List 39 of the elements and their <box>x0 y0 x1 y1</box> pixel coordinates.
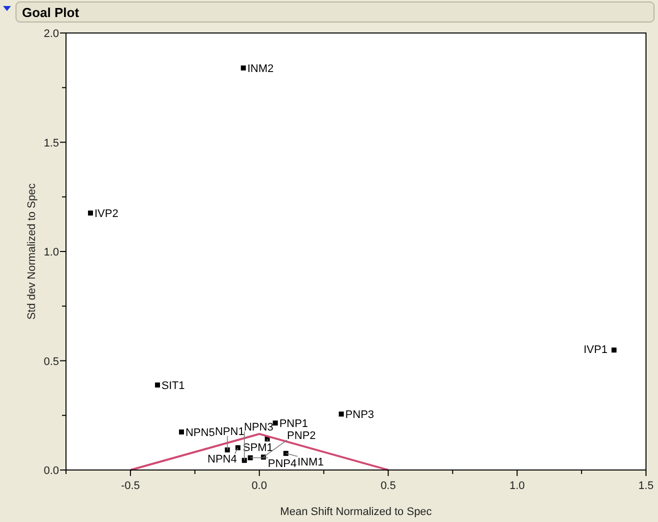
annotation: IVP1 <box>584 344 608 356</box>
x-tick-label: -0.5 <box>120 480 140 492</box>
y-tick-label: 0.0 <box>44 465 59 477</box>
point <box>235 445 240 450</box>
point <box>240 65 246 70</box>
point <box>224 447 230 452</box>
x-tick-label: 1.5 <box>638 480 654 492</box>
y-axis-title: Std dev Normalized to Spec <box>26 182 38 320</box>
point <box>88 210 93 216</box>
point <box>155 382 160 388</box>
annotation: PNP3 <box>345 409 374 422</box>
point <box>178 429 184 434</box>
annotation: PNP1 <box>279 418 308 430</box>
x-tick-label: 1.0 <box>509 480 525 492</box>
point <box>612 348 617 353</box>
x-axis-title: Mean Shift Normalized to Spec <box>280 506 432 518</box>
y-tick-label: 1.0 <box>44 246 59 258</box>
annotation: NPN3 <box>244 421 274 434</box>
point <box>272 420 278 426</box>
y-tick-label: 0.5 <box>44 356 59 368</box>
x-tick-label: 0.5 <box>380 480 396 492</box>
point <box>242 458 247 463</box>
annotation: PNP4 <box>268 458 297 470</box>
annotation: NPN1 <box>214 426 244 438</box>
point <box>338 412 344 417</box>
x-tick-label: 0.0 <box>252 480 267 492</box>
y-tick-label: 2.0 <box>44 28 59 40</box>
annotation: INM2 <box>247 62 274 75</box>
annotation: NPN4 <box>208 454 237 466</box>
y-tick-label: 1.5 <box>44 137 59 150</box>
point <box>248 455 253 460</box>
annotation: SPM1 <box>242 442 273 454</box>
annotation: PNP2 <box>287 430 316 442</box>
annotation: NPN5 <box>185 426 215 439</box>
annotation: IVP2 <box>94 208 118 220</box>
annotation: INM1 <box>297 456 324 468</box>
point <box>283 450 288 456</box>
chart-title: Goal Plot <box>22 5 80 20</box>
annotation: SIT1 <box>162 380 185 392</box>
